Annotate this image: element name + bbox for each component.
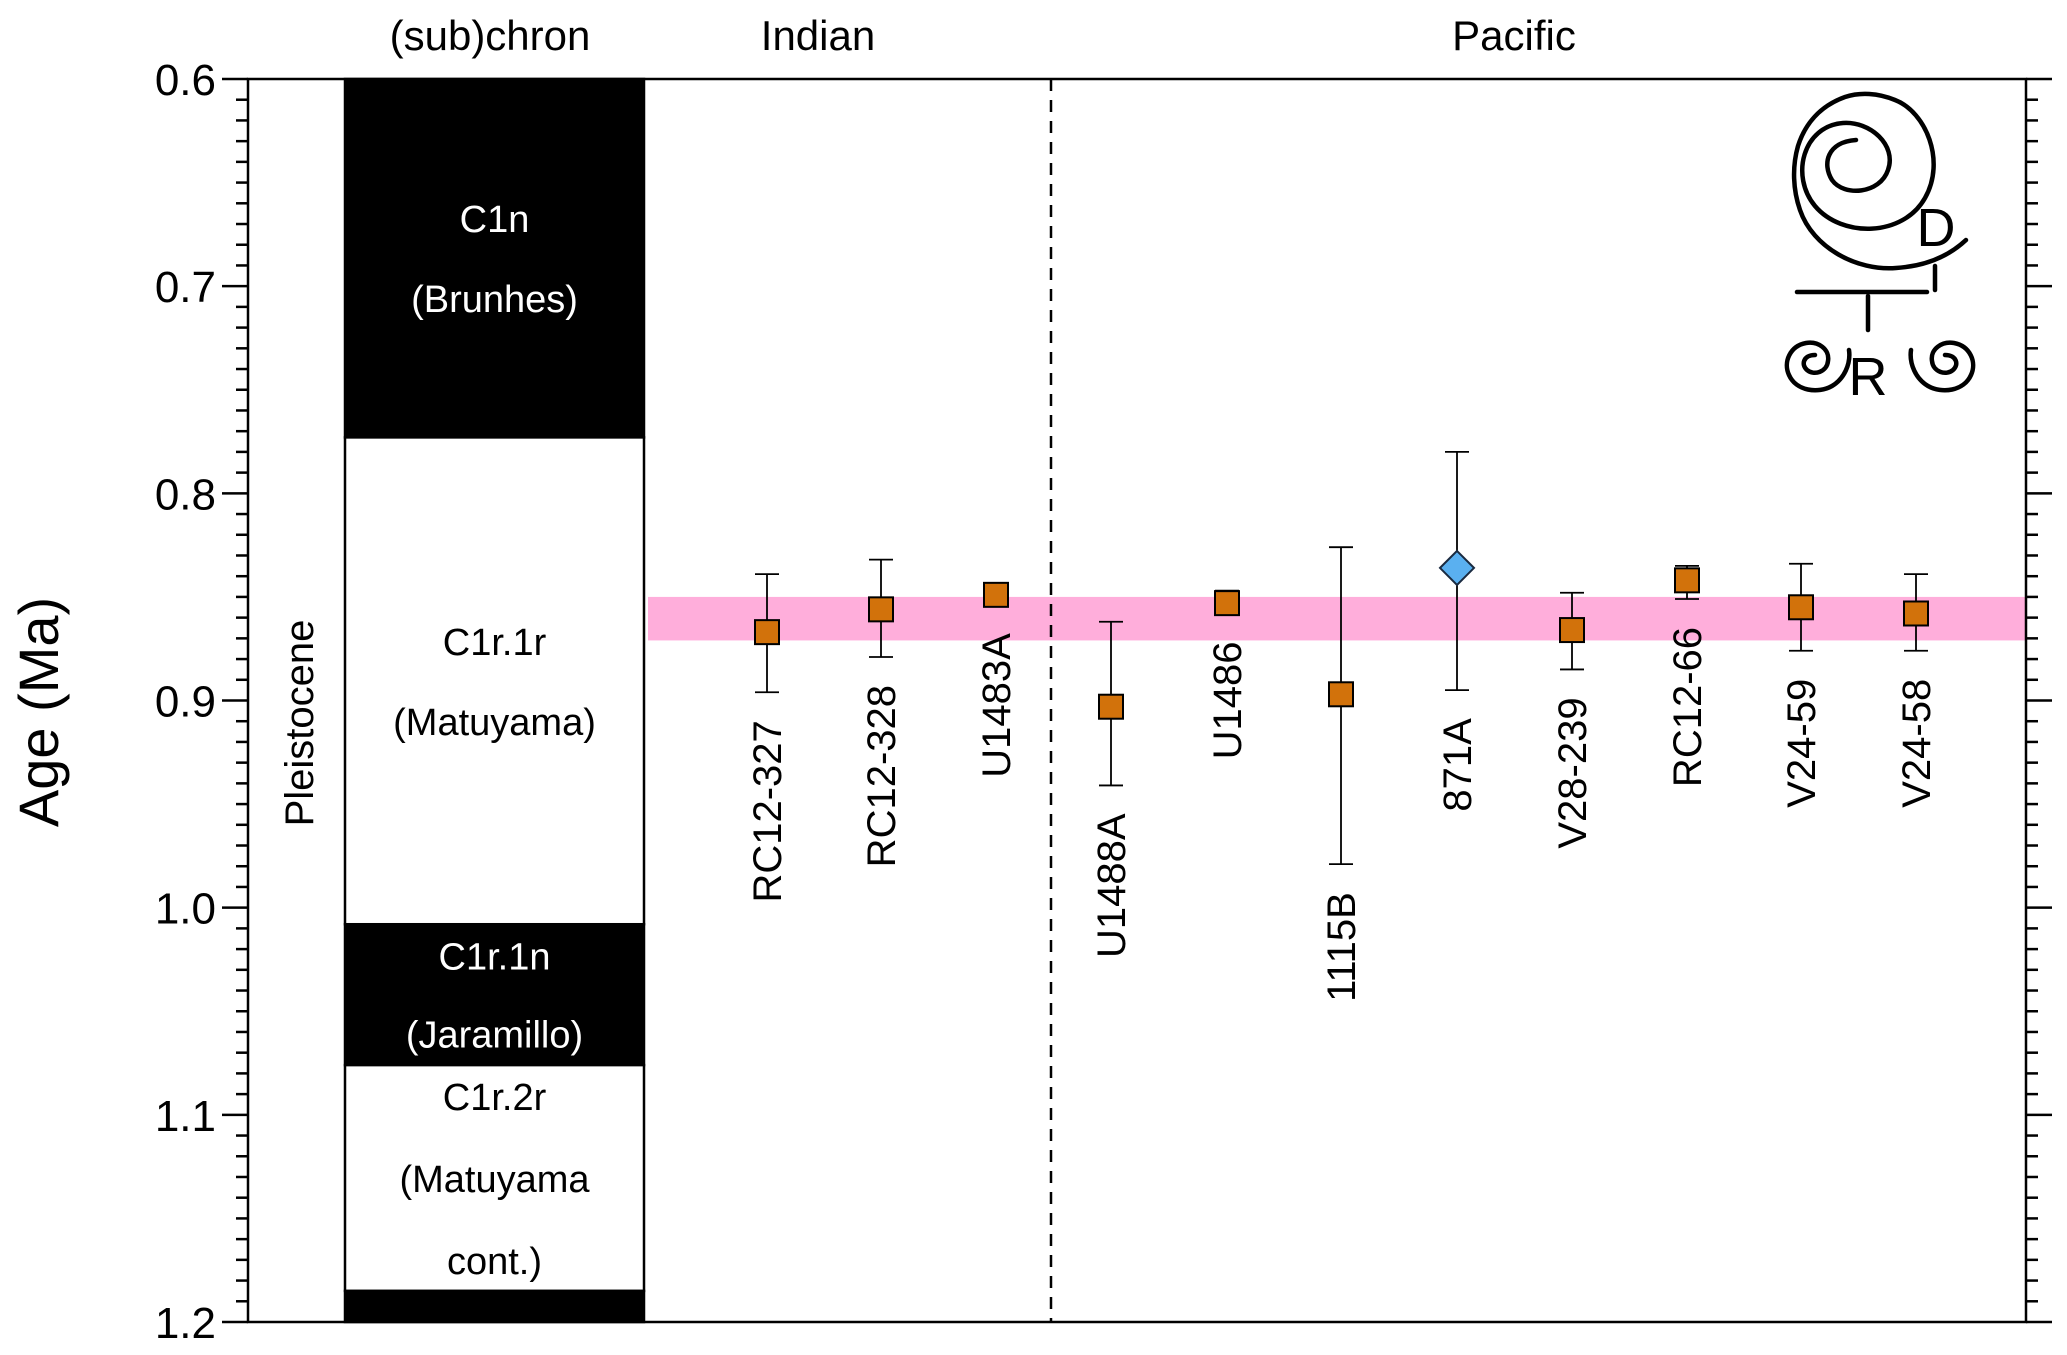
- marker-10: [1903, 600, 1929, 627]
- tick-label-3: 0.9: [155, 678, 216, 727]
- site-label-0: RC12-327: [746, 720, 790, 902]
- chron-block-1: [343, 436, 646, 926]
- tick-label-0: 0.6: [155, 56, 216, 105]
- logo-letter-r: R: [1849, 347, 1888, 407]
- site-label-9: V24-59: [1780, 679, 1824, 808]
- site-labels: RC12-327 RC12-328 U1483A U1488A U1486 1115B 87…: [746, 627, 1939, 1002]
- site-label-4: U1486: [1206, 641, 1250, 759]
- tick-label-4: 1.0: [155, 885, 216, 934]
- logo-left-spiral-icon: [1784, 340, 1852, 393]
- site-label-8: RC12-66: [1666, 627, 1710, 787]
- logo-large-spiral-icon: [1791, 91, 1969, 271]
- chron-label-2-1: (Jaramillo): [406, 1015, 583, 1057]
- marker-4: [1214, 590, 1240, 617]
- data-markers: [754, 549, 1929, 720]
- chron-block-0: [343, 77, 646, 439]
- y-axis-title: Age (Ma): [7, 597, 70, 827]
- site-label-5: 1115B: [1320, 892, 1364, 1002]
- marker-0: [754, 619, 780, 646]
- marker-7: [1559, 617, 1585, 644]
- marker-1: [868, 596, 894, 623]
- logo-letter-d: D: [1917, 198, 1956, 258]
- chron-label-3-2: cont.): [447, 1241, 542, 1283]
- site-label-3: U1488A: [1090, 813, 1134, 958]
- age-band: [648, 596, 2026, 641]
- marker-6: [1438, 549, 1476, 587]
- site-label-7: V28-239: [1551, 697, 1595, 848]
- logo-right-spiral-icon: [1908, 340, 1976, 393]
- chron-label-0-0: C1n: [460, 199, 530, 241]
- site-label-6: 871A: [1436, 718, 1480, 812]
- tick-label-5: 1.1: [155, 1092, 216, 1141]
- chron-label-0-1: (Brunhes): [411, 279, 578, 321]
- chron-label-1-0: C1r.1r: [443, 622, 547, 664]
- chron-label-1-1: (Matuyama): [393, 702, 596, 744]
- polarity-labels: C1n (Brunhes) C1r.1r (Matuyama) C1r.1n (Jaram…: [393, 199, 596, 1283]
- polarity-column: [343, 77, 646, 1324]
- tick-label-6: 1.2: [155, 1299, 216, 1348]
- tick-label-2: 0.8: [155, 470, 216, 519]
- dr-logo-icon: [1784, 91, 1976, 393]
- error-bars: [755, 450, 1928, 866]
- marker-9: [1788, 594, 1814, 621]
- y-axis-tick-labels: 0.6 0.7 0.8 0.9 1.0 1.1 1.2: [155, 56, 216, 1348]
- marker-2: [983, 581, 1009, 608]
- header-indian: Indian: [761, 12, 875, 59]
- y-axis-ticks: [222, 77, 2052, 1324]
- epoch-label: Pleistocene: [278, 620, 322, 827]
- chron-label-2-0: C1r.1n: [439, 937, 551, 979]
- chron-block-3: [343, 1063, 646, 1293]
- chron-label-3-0: C1r.2r: [443, 1077, 547, 1119]
- chron-block-4: [343, 1289, 646, 1324]
- header-chron: (sub)chron: [390, 12, 591, 59]
- marker-5: [1328, 681, 1354, 708]
- marker-8: [1674, 567, 1700, 594]
- site-label-10: V24-58: [1895, 679, 1939, 808]
- chron-label-3-1: (Matuyama: [399, 1159, 590, 1201]
- marker-3: [1098, 693, 1124, 720]
- tick-label-1: 0.7: [155, 263, 216, 312]
- chron-block-2: [343, 922, 646, 1067]
- header-pacific: Pacific: [1452, 12, 1576, 59]
- site-label-2: U1483A: [975, 633, 1019, 778]
- site-label-1: RC12-328: [860, 685, 904, 867]
